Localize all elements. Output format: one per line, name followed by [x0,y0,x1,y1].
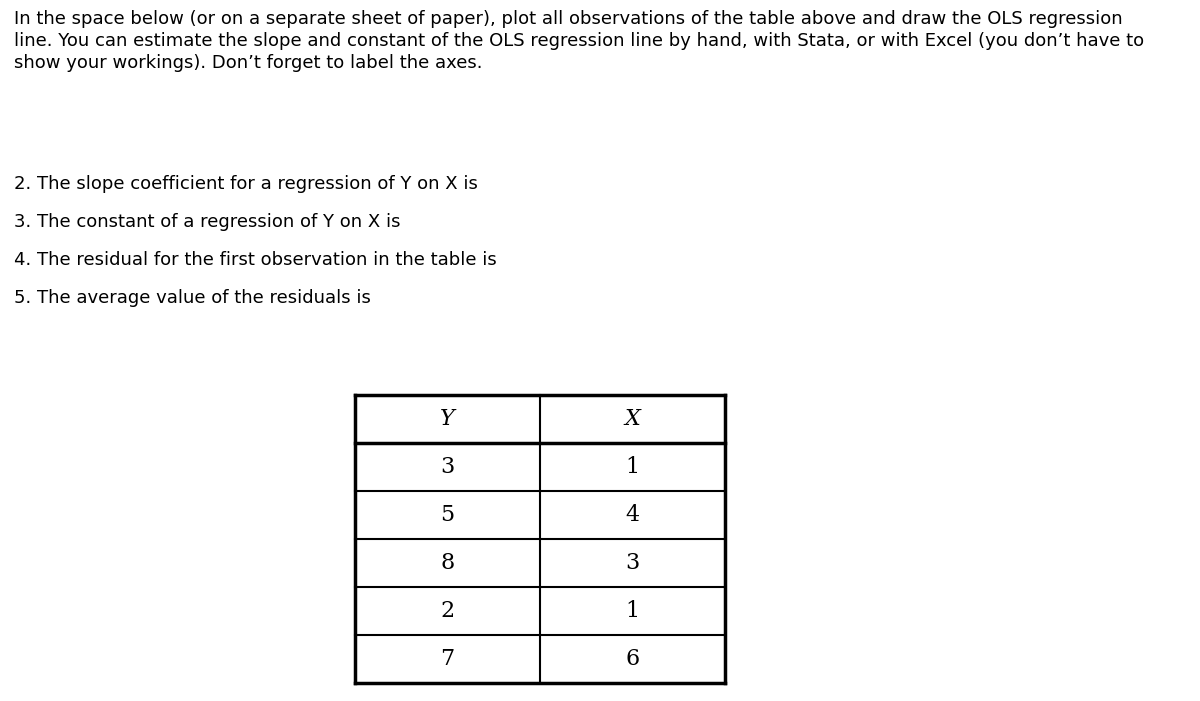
Text: 2: 2 [440,600,455,622]
Text: 3: 3 [440,456,455,478]
Text: show your workings). Don’t forget to label the axes.: show your workings). Don’t forget to lab… [14,54,482,72]
Text: 5. The average value of the residuals is: 5. The average value of the residuals is [14,289,371,307]
Text: 4: 4 [625,504,640,526]
Text: 2. The slope coefficient for a regression of Y on X is: 2. The slope coefficient for a regressio… [14,175,478,193]
Text: 1: 1 [625,456,640,478]
Text: 3. The constant of a regression of Y on X is: 3. The constant of a regression of Y on … [14,213,401,231]
Text: In the space below (or on a separate sheet of paper), plot all observations of t: In the space below (or on a separate she… [14,10,1123,28]
Text: 5: 5 [440,504,455,526]
Text: Y: Y [440,408,455,430]
Text: 4. The residual for the first observation in the table is: 4. The residual for the first observatio… [14,251,497,269]
Text: 1: 1 [625,600,640,622]
Text: line. You can estimate the slope and constant of the OLS regression line by hand: line. You can estimate the slope and con… [14,32,1144,50]
Text: 6: 6 [625,648,640,670]
Text: 8: 8 [440,552,455,574]
Text: X: X [624,408,641,430]
Text: 7: 7 [440,648,455,670]
Text: 3: 3 [625,552,640,574]
